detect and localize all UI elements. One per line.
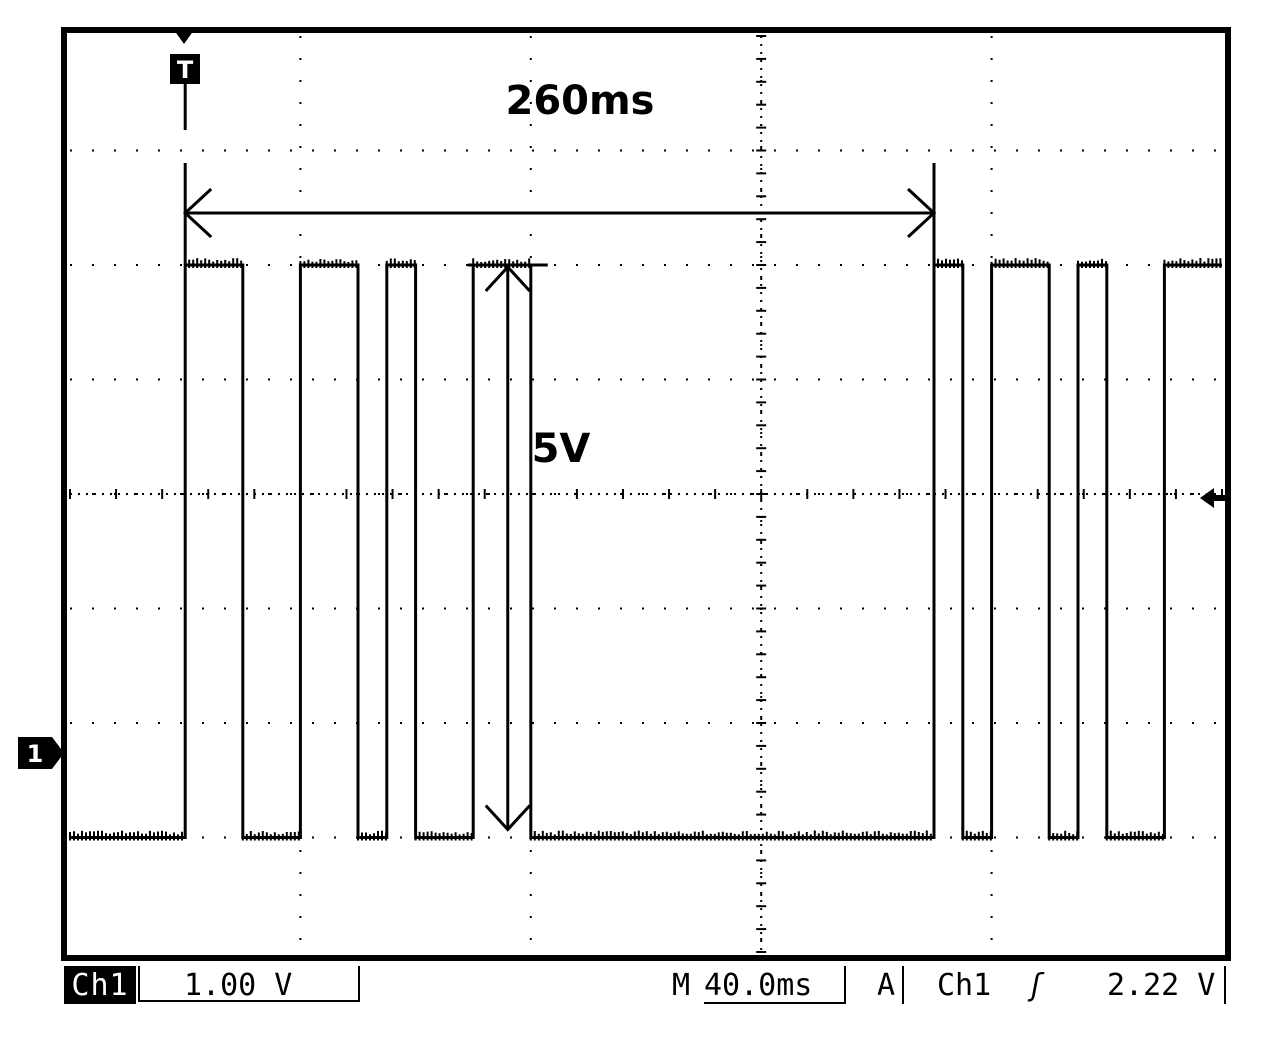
signal-noise xyxy=(529,830,932,841)
signal-noise xyxy=(961,830,992,841)
channel-indicator: Ch1 xyxy=(64,966,136,1004)
signal-noise xyxy=(299,259,358,268)
signal-noise xyxy=(1163,258,1222,268)
signal-noise xyxy=(1077,258,1107,268)
signal-noise xyxy=(990,258,1049,268)
trigger-source-readout: Ch1 xyxy=(937,968,992,1003)
annotations: 260ms 5V xyxy=(182,78,937,832)
timebase-prefix: M xyxy=(672,968,691,1003)
volts-per-div-readout: 1.00 V xyxy=(138,966,360,1003)
trigger-level-readout: 2.22 V xyxy=(1107,968,1216,1003)
period-arrow-left-head xyxy=(182,187,213,239)
status-divider xyxy=(902,966,904,1004)
period-arrow-right-head xyxy=(906,187,937,239)
period-label: 260ms xyxy=(506,78,655,124)
signal-trace-path xyxy=(70,263,1222,839)
amplitude-arrow-top-head xyxy=(484,264,531,293)
status-bar: Ch1 1.00 V M 40.0ms A Ch1 ʃ 2.22 V xyxy=(62,966,1232,1006)
graticule-grid xyxy=(69,35,1223,953)
timebase-readout: 40.0ms xyxy=(704,966,846,1004)
signal-noise xyxy=(357,830,387,841)
acquire-indicator: A xyxy=(877,968,896,1003)
signal-noise xyxy=(1048,830,1079,841)
rising-edge-icon: ʃ xyxy=(1027,968,1046,1003)
signal-noise xyxy=(1105,830,1164,841)
signal-noise xyxy=(385,258,416,268)
signal-noise xyxy=(241,831,300,841)
channel-marker-label: 1 xyxy=(27,740,44,768)
status-divider-right xyxy=(1224,966,1226,1004)
signal-noise xyxy=(414,831,473,841)
trigger-level-arrow-tail xyxy=(1212,495,1226,501)
amplitude-arrow-bottom-head xyxy=(484,804,531,832)
amplitude-label: 5V xyxy=(532,426,591,472)
signal-noise xyxy=(69,830,183,841)
channel-marker-box xyxy=(18,737,52,769)
trigger-level-arrow xyxy=(1200,488,1214,508)
trigger-top-arrow xyxy=(174,30,194,44)
trigger-marker-label: T xyxy=(177,56,194,84)
trigger-marker-box xyxy=(170,54,200,84)
markers: T 1 xyxy=(18,30,1226,769)
channel-marker-arrow xyxy=(52,737,64,769)
